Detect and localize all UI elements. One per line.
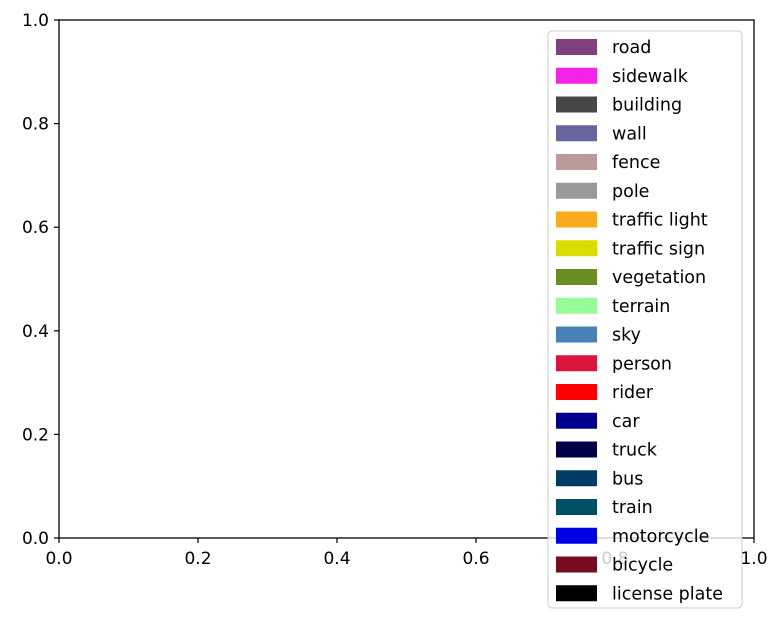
legend-label: traffic light [612, 211, 708, 231]
legend-swatch [556, 39, 597, 55]
legend-label: fence [612, 153, 660, 173]
legend-swatch [556, 96, 597, 113]
legend-swatch [556, 154, 597, 170]
legend-swatch [556, 297, 597, 314]
legend-swatch [556, 470, 597, 487]
plot-frame [58, 19, 755, 539]
legend-swatch [556, 384, 597, 400]
legend-swatch [556, 182, 597, 199]
x-tick-label: 0.6 [462, 549, 489, 569]
legend-swatch [556, 355, 597, 372]
y-axis: 0.0 0.2 0.4 0.6 0.8 1.0 [22, 11, 59, 549]
legend-swatch [556, 527, 597, 544]
y-tick-label: 0.4 [22, 322, 49, 342]
legend-label: rider [612, 383, 654, 403]
legend-swatch [556, 125, 597, 142]
legend-label: traffic sign [612, 239, 705, 259]
y-tick-label: 0.6 [22, 218, 49, 238]
legend-label: person [612, 354, 672, 374]
legend-swatch [556, 67, 597, 84]
legend-label: bicycle [612, 556, 673, 576]
y-tick-label: 0.8 [22, 115, 49, 135]
legend-swatch [556, 585, 597, 602]
x-tick-label: 1.0 [740, 549, 767, 569]
x-tick-label: 0.2 [184, 549, 211, 569]
legend-label: vegetation [612, 268, 706, 288]
legend-label: license plate [612, 584, 723, 604]
x-tick-label: 0.4 [323, 549, 350, 569]
legend-label: sidewalk [612, 67, 689, 87]
legend-label: terrain [612, 297, 670, 317]
legend-label: pole [612, 182, 649, 202]
legend-label: road [612, 38, 651, 58]
legend: road sidewalk building wall fence pole traffic… [547, 30, 743, 609]
legend-swatch [556, 441, 597, 458]
legend-label: sky [612, 326, 641, 346]
legend-swatch [556, 269, 597, 285]
legend-label: truck [612, 441, 658, 461]
legend-label: train [612, 498, 653, 518]
legend-swatch [556, 240, 597, 257]
legend-label: building [612, 96, 682, 116]
legend-swatch [556, 556, 597, 573]
legend-swatch [556, 326, 597, 343]
y-tick-label: 1.0 [22, 11, 49, 31]
legend-swatch [556, 412, 597, 429]
legend-swatch [556, 211, 597, 228]
legend-label: bus [612, 469, 643, 489]
x-tick-label: 0.0 [45, 549, 72, 569]
x-axis: 0.00.20.40.60.81.0 [45, 538, 768, 569]
legend-label: car [612, 412, 640, 432]
legend-label: motorcycle [612, 527, 709, 547]
legend-label: wall [612, 124, 647, 144]
legend-frame [547, 30, 743, 609]
legend-swatch [556, 499, 597, 515]
y-tick-label: 0.0 [22, 529, 49, 549]
y-tick-label: 0.2 [22, 425, 49, 445]
